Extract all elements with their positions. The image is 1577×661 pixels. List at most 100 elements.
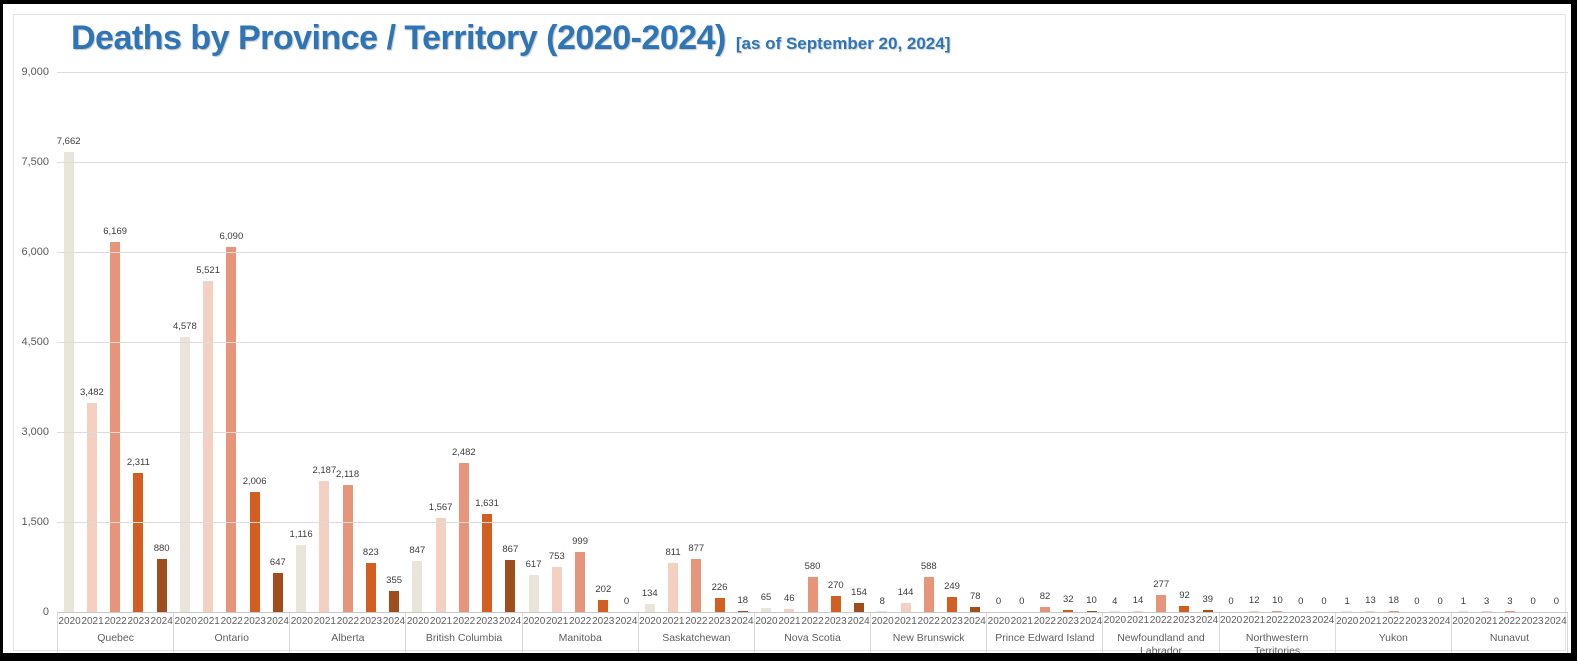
bar-2022[interactable] [110, 241, 121, 612]
bar-2020[interactable] [644, 603, 655, 612]
bar-2023[interactable] [1063, 610, 1074, 612]
x-axis-year-label: 2021 [546, 615, 569, 627]
bar-2021[interactable] [1365, 611, 1376, 612]
bar-group: 8 144 588 249 78 [871, 72, 987, 612]
bar-value-label: 2,187 [312, 464, 337, 476]
bar-2021[interactable] [1481, 611, 1492, 612]
bar-2021[interactable] [668, 563, 679, 612]
bar-2021[interactable] [319, 480, 330, 612]
bar-value-label: 249 [944, 581, 960, 593]
bar-group: 7,662 3,482 6,169 2,311 880 [57, 72, 173, 612]
bar-2020[interactable] [1342, 611, 1353, 612]
x-axis-category-cell: 2020 2021 2022 2023 2024 Prince Edward Island [986, 613, 1102, 653]
bar-2020[interactable] [1109, 611, 1120, 612]
x-axis-year-row: 2020 2021 2022 2023 2024 [290, 613, 405, 629]
bar-value-label: 82 [1039, 591, 1051, 603]
bar-2021[interactable] [435, 517, 446, 612]
x-axis-year-label: 2023 [1056, 615, 1079, 627]
bar-2021[interactable] [203, 280, 214, 612]
bar-value-label: 355 [386, 574, 403, 586]
bar-2024[interactable] [1086, 611, 1097, 612]
bar-2023[interactable] [830, 595, 841, 612]
bar-2021[interactable] [784, 609, 795, 612]
bar-2022[interactable] [1272, 611, 1283, 612]
bar-2023[interactable] [714, 598, 725, 612]
bar-2022[interactable] [1040, 607, 1050, 612]
bar-slot: 2,311 [127, 72, 150, 612]
bar-slot: 46 [778, 72, 801, 612]
bar-value-label: 32 [1062, 594, 1074, 606]
bar-2024[interactable] [854, 602, 865, 612]
x-axis-year-label: 2022 [1266, 615, 1289, 627]
bar-slot: 2,482 [452, 72, 476, 612]
bar-2024[interactable] [389, 590, 400, 612]
bar-2024[interactable] [505, 559, 516, 612]
bar-2023[interactable] [365, 562, 376, 612]
bar-2022[interactable] [226, 246, 237, 612]
bar-slot: 249 [940, 72, 963, 612]
bar-2023[interactable] [947, 597, 958, 612]
bar-value-label: 144 [897, 587, 914, 599]
bar-2022[interactable] [575, 552, 586, 612]
bar-2024[interactable] [970, 607, 981, 612]
bar-2020[interactable] [528, 574, 539, 612]
bar-2020[interactable] [877, 611, 888, 612]
x-axis-year-label: 2023 [243, 615, 266, 627]
x-axis-category-label: Saskatchewan [662, 632, 731, 644]
bar-2024[interactable] [737, 610, 748, 612]
bar-2022[interactable] [691, 559, 702, 612]
bar-group: 4,578 5,521 6,090 2,006 647 [173, 72, 289, 612]
bar-group: 0 0 82 32 10 [987, 72, 1103, 612]
bar-2023[interactable] [482, 514, 493, 612]
x-axis-category-cell: 2020 2021 2022 2023 2024 Ontario [173, 613, 289, 653]
x-axis-year-label: 2021 [1010, 615, 1033, 627]
bar-2024[interactable] [156, 559, 167, 612]
x-axis-year-row: 2020 2021 2022 2023 2024 [755, 613, 870, 629]
bar-2021[interactable] [900, 603, 911, 612]
bar-2024[interactable] [1202, 609, 1213, 612]
x-axis-year-row: 2020 2021 2022 2023 2024 [406, 613, 521, 629]
bar-2020[interactable] [179, 337, 190, 612]
bar-2024[interactable] [272, 573, 283, 612]
bar-value-label: 3 [1484, 595, 1490, 607]
x-axis-year-label: 2024 [1428, 615, 1451, 627]
bar-2020[interactable] [1458, 611, 1469, 612]
bar-2022[interactable] [342, 484, 353, 612]
bar-2022[interactable] [1388, 610, 1399, 612]
x-axis-category-label: Ontario [214, 632, 249, 644]
bar-2022[interactable] [458, 463, 469, 612]
bar-2021[interactable] [1132, 611, 1143, 612]
x-axis-year-label: 2024 [963, 615, 986, 627]
bar-2023[interactable] [1179, 606, 1190, 612]
bar-value-label: 134 [641, 587, 658, 599]
bar-value-label: 202 [595, 583, 612, 595]
bar-2023[interactable] [133, 473, 144, 612]
bar-2021[interactable] [551, 566, 562, 612]
x-axis-year-label: 2024 [1544, 615, 1567, 627]
bar-2022[interactable] [923, 576, 934, 612]
bar-2022[interactable] [1156, 595, 1167, 612]
bar-value-label: 277 [1153, 579, 1170, 591]
bar-2022[interactable] [1504, 611, 1515, 612]
bar-slot: 10 [1080, 72, 1103, 612]
bar-2023[interactable] [249, 491, 260, 612]
bar-slot: 3 [1498, 72, 1521, 612]
x-axis-year-row: 2020 2021 2022 2023 2024 [871, 613, 986, 629]
bar-2022[interactable] [807, 577, 818, 612]
x-axis-year-label: 2023 [824, 615, 847, 627]
bar-2020[interactable] [296, 545, 307, 612]
bar-2021[interactable] [86, 403, 97, 612]
bar-value-label: 2,118 [336, 468, 360, 480]
bar-2021[interactable] [1249, 611, 1260, 612]
bar-group: 1 13 18 0 0 [1336, 72, 1452, 612]
bar-2020[interactable] [412, 561, 423, 612]
x-axis-year-label: 2021 [662, 615, 685, 627]
x-axis-year-label: 2021 [778, 615, 801, 627]
bar-2023[interactable] [598, 599, 609, 612]
bar-slot: 753 [545, 72, 568, 612]
bar-2020[interactable] [761, 608, 772, 612]
bar-slot: 8 [871, 72, 894, 612]
bar-value-label: 1,567 [428, 501, 453, 513]
x-axis-year-label: 2022 [104, 615, 127, 627]
bar-2020[interactable] [63, 152, 74, 612]
